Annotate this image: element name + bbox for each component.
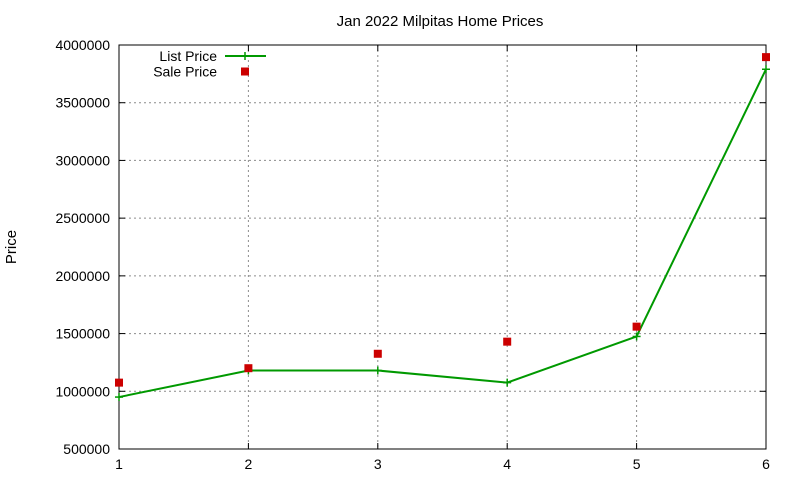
x-tick-label: 3: [374, 456, 382, 472]
sale-price-point: [115, 378, 123, 387]
list-price-point: [762, 65, 770, 74]
legend-label-list-price: List Price: [159, 48, 217, 64]
series: [115, 53, 770, 402]
legend-swatch-sale-price: [241, 67, 249, 76]
plot-frame: [118, 44, 767, 450]
sale-price-point: [632, 322, 641, 331]
y-tick-label: 2500000: [55, 210, 110, 226]
list-price-series: [115, 65, 770, 402]
x-tick-label: 4: [503, 456, 511, 472]
list-price-point: [503, 378, 512, 387]
list-price-line: [118, 68, 767, 399]
x-tick-label: 2: [245, 456, 253, 472]
sale-price-point: [503, 337, 512, 346]
y-tick-label: 4000000: [55, 37, 110, 53]
list-price-point: [241, 52, 249, 60]
sale-price-point: [762, 53, 770, 62]
x-tick-label: 1: [115, 456, 123, 472]
y-tick-label: 2000000: [55, 268, 110, 284]
legend-label-sale-price: Sale Price: [153, 64, 217, 80]
y-axis-label: Price: [3, 230, 20, 264]
y-tick-label: 3500000: [55, 95, 110, 111]
grid: [119, 45, 766, 449]
y-tick-label: 1000000: [55, 383, 110, 399]
list-price-point: [632, 332, 641, 341]
x-tick-label: 6: [762, 456, 770, 472]
sale-price-point: [244, 364, 253, 373]
y-tick-label: 1500000: [55, 326, 110, 342]
y-tick-label: 500000: [63, 441, 110, 457]
axis-ticks: 500000 1000000 1500000 2000000 2500000 300000…: [55, 37, 770, 472]
list-price-point: [115, 393, 123, 402]
chart-title: Jan 2022 Milpitas Home Prices: [337, 13, 544, 30]
y-tick-label: 3000000: [55, 152, 110, 168]
list-price-point: [373, 366, 382, 375]
sale-price-point: [373, 349, 382, 358]
x-tick-label: 5: [633, 456, 641, 472]
sale-price-series: [115, 53, 770, 387]
